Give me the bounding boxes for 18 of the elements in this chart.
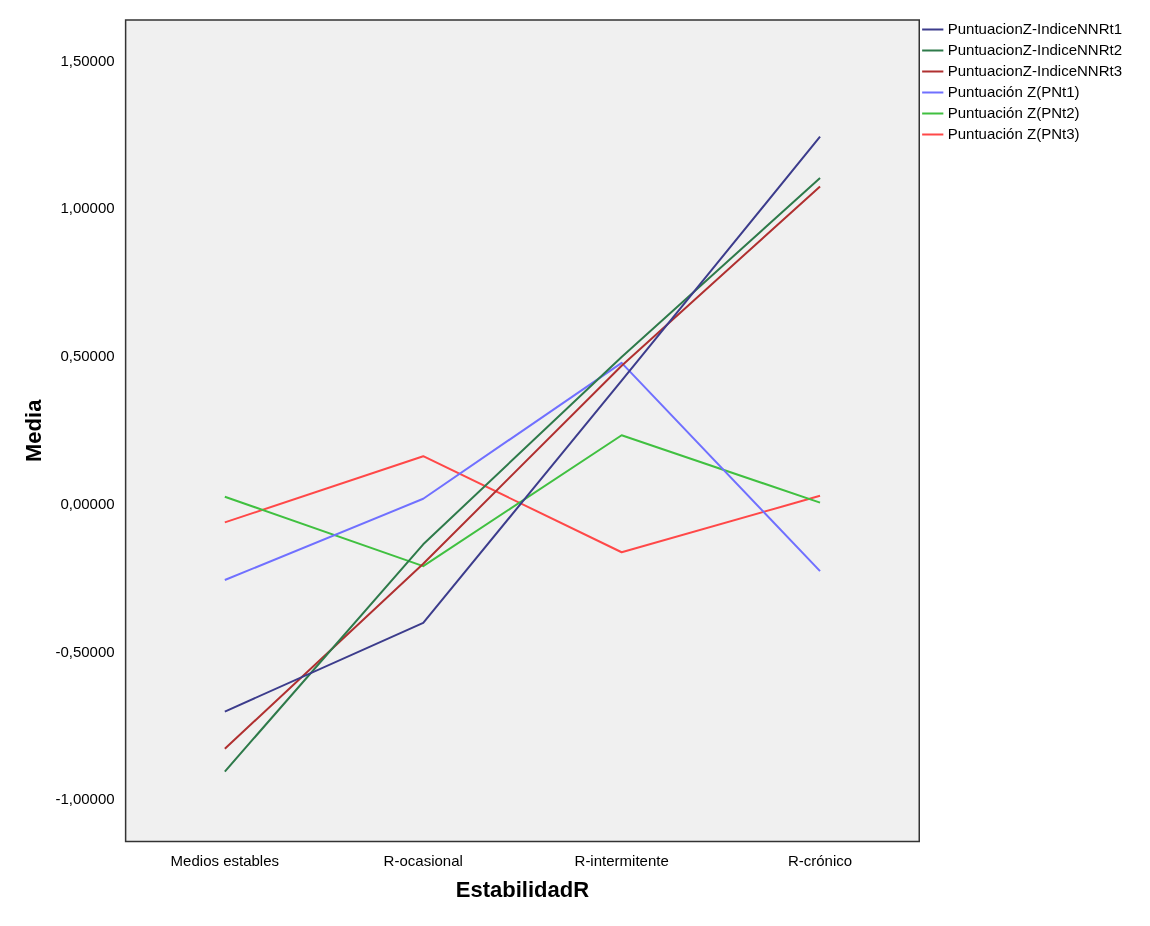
- y-tick-label: 1,50000: [60, 51, 115, 69]
- legend-label: Puntuación Z(PNt3): [947, 124, 1080, 142]
- y-tick-label: 0,50000: [60, 347, 115, 365]
- legend-label: Puntuación Z(PNt2): [947, 103, 1080, 121]
- y-tick-label: -1,00000: [55, 790, 115, 808]
- x-tick-label: Medios estables: [170, 851, 280, 869]
- legend-label: PuntuacionZ-IndiceNNRt2: [947, 40, 1123, 58]
- legend-label: PuntuacionZ-IndiceNNRt1: [947, 19, 1123, 37]
- y-tick-label: -0,50000: [55, 642, 115, 660]
- y-axis-title: Media: [21, 398, 47, 462]
- legend-label: PuntuacionZ-IndiceNNRt3: [947, 61, 1123, 79]
- x-tick-label: R-ocasional: [383, 851, 463, 869]
- x-axis-title: EstabilidadR: [455, 876, 590, 902]
- y-tick-label: 1,00000: [60, 199, 115, 217]
- x-tick-label: R-intermitente: [574, 851, 669, 869]
- x-tick-label: R-crónico: [787, 851, 853, 869]
- y-tick-label: 0,00000: [60, 494, 115, 512]
- legend-label: Puntuación Z(PNt1): [947, 82, 1080, 100]
